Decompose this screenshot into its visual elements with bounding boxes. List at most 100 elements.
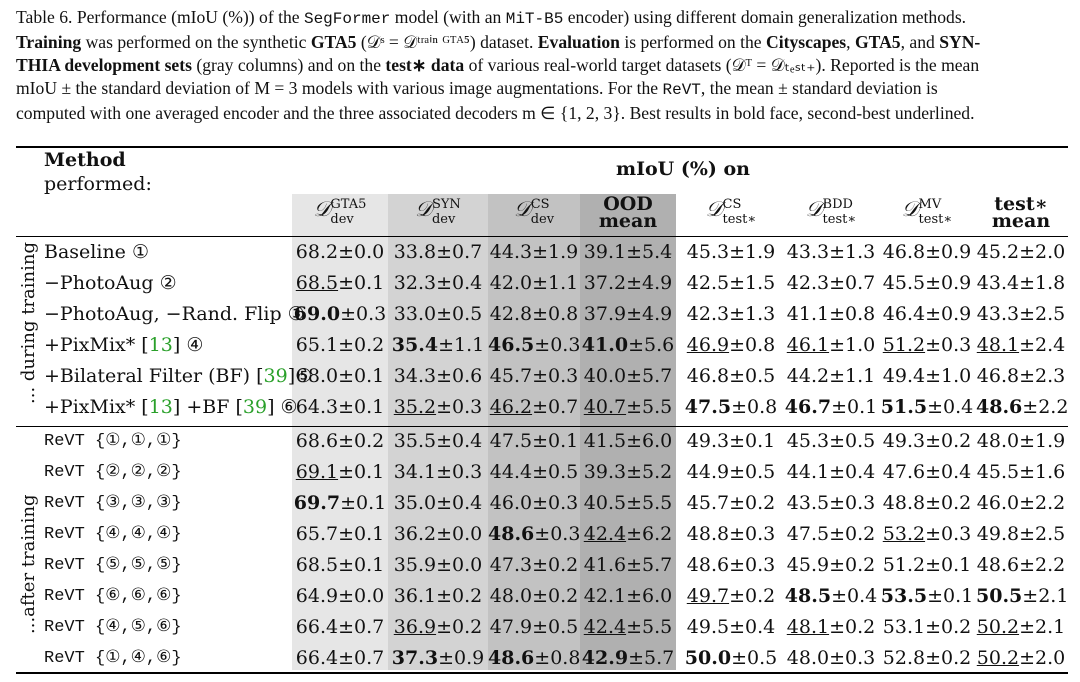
mean-value: 33.8	[393, 241, 437, 263]
value-cell: 64.9±0.0	[292, 585, 388, 607]
value-cell: 47.3±0.2	[488, 554, 580, 576]
value-cell: 51.2±0.3	[880, 334, 974, 356]
value-cell: 44.4±0.5	[488, 461, 580, 483]
value-cell: 48.8±0.3	[682, 523, 780, 545]
std-value: ±0.2	[829, 523, 876, 545]
value-cell: 69.0±0.3	[292, 303, 388, 325]
std-value: ±2.1	[1019, 616, 1066, 638]
std-value: ±0.9	[925, 303, 972, 325]
method-cell: +PixMix* [13] ④	[44, 334, 203, 356]
mean-value: 46.5	[488, 334, 535, 356]
value-cell: 46.8±2.3	[976, 365, 1066, 387]
value-cell: 43.4±1.8	[976, 272, 1066, 294]
value-cell: 49.8±2.5	[976, 523, 1066, 545]
std-value: ±5.4	[626, 241, 673, 263]
value-cell: 46.4±0.9	[880, 303, 974, 325]
value-cell: 35.5±0.4	[388, 430, 488, 452]
mean-value: 64.9	[295, 585, 339, 607]
std-value: ±0.0	[338, 241, 385, 263]
std-value: ±0.3	[532, 365, 579, 387]
std-value: ±2.2	[1019, 492, 1066, 514]
mean-value: 69.7	[293, 492, 341, 514]
mean-value: 48.6	[976, 554, 1020, 576]
mean-value: 47.3	[489, 554, 533, 576]
value-cell: 69.7±0.1	[292, 492, 388, 514]
std-value: ±2.2	[1022, 396, 1069, 418]
mean-value: 45.5	[976, 461, 1020, 483]
value-cell: 49.7±0.2	[682, 585, 780, 607]
std-value: ±2.3	[1019, 365, 1066, 387]
value-cell: 68.5±0.1	[292, 554, 388, 576]
std-value: ±0.2	[532, 585, 579, 607]
mean-value: 42.4	[583, 616, 627, 638]
mean-value: 46.7	[784, 396, 832, 418]
std-value: ±0.2	[729, 492, 776, 514]
value-cell: 36.2±0.0	[388, 523, 488, 545]
value-cell: 50.5±2.1	[976, 585, 1069, 607]
std-value: ±0.4	[925, 461, 972, 483]
std-value: ±1.3	[829, 241, 876, 263]
value-cell: 52.8±0.2	[880, 647, 974, 669]
mean-value: 34.3	[393, 365, 437, 387]
std-value: ±1.9	[532, 241, 579, 263]
mean-value: 48.1	[976, 334, 1020, 356]
mean-value: 47.9	[489, 616, 533, 638]
method-cell: −PhotoAug, −Rand. Flip ③	[44, 303, 305, 325]
value-cell: 47.5±0.2	[782, 523, 880, 545]
value-cell: 42.3±0.7	[782, 272, 880, 294]
mean-value: 51.2	[882, 334, 926, 356]
value-cell: 35.0±0.4	[388, 492, 488, 514]
value-cell: 49.3±0.1	[682, 430, 780, 452]
std-value: ±0.3	[829, 647, 876, 669]
std-value: ±1.1	[532, 272, 579, 294]
citation: 13	[148, 334, 173, 356]
value-cell: 46.1±1.0	[782, 334, 880, 356]
mean-value: 49.4	[882, 365, 926, 387]
std-value: ±6.0	[626, 430, 673, 452]
bottom-rule	[16, 672, 1068, 674]
std-value: ±0.3	[532, 492, 579, 514]
std-value: ±0.1	[338, 272, 385, 294]
std-value: ±0.2	[829, 554, 876, 576]
std-value: ±2.1	[1022, 585, 1069, 607]
value-cell: 41.0±5.6	[580, 334, 676, 356]
value-cell: 68.0±0.1	[292, 365, 388, 387]
mean-value: 50.2	[976, 616, 1020, 638]
std-value: ±6.2	[626, 523, 673, 545]
value-cell: 46.9±0.8	[682, 334, 780, 356]
std-value: ±1.1	[829, 365, 876, 387]
value-cell: 68.6±0.2	[292, 430, 388, 452]
std-value: ±0.2	[829, 616, 876, 638]
std-value: ±0.7	[338, 647, 385, 669]
shade-gta5-col	[292, 194, 388, 670]
value-cell: 65.7±0.1	[292, 523, 388, 545]
std-value: ±1.0	[829, 334, 876, 356]
mean-value: 36.2	[393, 523, 437, 545]
value-cell: 48.1±2.4	[976, 334, 1066, 356]
table-row: +PixMix* [13] ④ 65.1±0.2 35.4±1.1 46.5±0.3 4…	[16, 330, 1068, 361]
value-cell: 42.1±6.0	[580, 585, 676, 607]
table-row: ReVT {①,①,①} 68.6±0.2 35.5±0.4 47.5±0.1 41.5…	[16, 426, 1068, 457]
std-value: ±5.5	[626, 396, 673, 418]
method-cell: ReVT {④,⑤,⑥}	[44, 618, 182, 637]
citation: 39	[263, 365, 288, 387]
value-cell: 35.2±0.3	[388, 396, 488, 418]
mean-value: 40.7	[583, 396, 627, 418]
value-cell: 41.5±6.0	[580, 430, 676, 452]
mean-value: 46.8	[976, 365, 1020, 387]
mean-value: 41.5	[583, 430, 627, 452]
std-value: ±1.1	[438, 334, 485, 356]
value-cell: 46.5±0.3	[488, 334, 580, 356]
mean-value: 32.3	[393, 272, 437, 294]
miou-header: mIoU (%) on	[616, 158, 750, 180]
std-value: ±0.4	[831, 585, 878, 607]
method-cell: +Bilateral Filter (BF) [39]⑤	[44, 365, 312, 387]
value-cell: 65.1±0.2	[292, 334, 388, 356]
std-value: ±0.4	[729, 616, 776, 638]
mean-value: 42.5	[686, 272, 730, 294]
std-value: ±1.6	[1019, 461, 1066, 483]
mean-value: 53.1	[882, 616, 926, 638]
mean-value: 68.6	[295, 430, 339, 452]
value-cell: 45.3±0.5	[782, 430, 880, 452]
std-value: ±0.0	[436, 523, 483, 545]
